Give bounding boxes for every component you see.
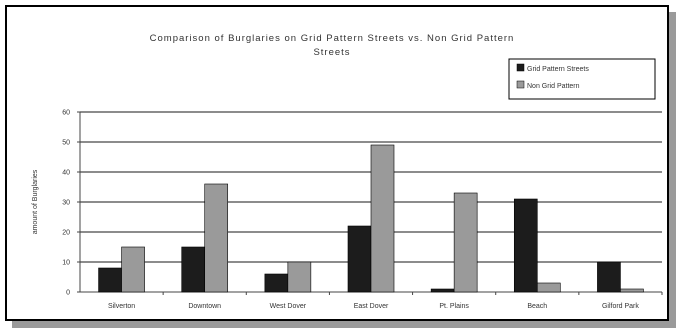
bar-non-grid-downtown bbox=[204, 183, 229, 293]
y-tick-labels: 0 10 20 30 40 50 60 bbox=[62, 110, 70, 297]
chart-title-line: Comparison of Burglaries on Grid Pattern… bbox=[150, 33, 515, 44]
y-tick-label: 30 bbox=[62, 200, 70, 207]
bar-non-grid-beach bbox=[536, 282, 561, 293]
legend-swatch bbox=[516, 63, 525, 72]
bar-non-grid-pt-plains bbox=[453, 192, 478, 293]
legend-label: Non Grid Pattern bbox=[527, 83, 580, 90]
bar-non-grid-silverton bbox=[121, 246, 145, 293]
bar-non-grid-east-dover bbox=[370, 144, 395, 293]
y-tick-label: 50 bbox=[62, 140, 70, 147]
x-tick-label: Gilford Park bbox=[602, 303, 639, 310]
x-tick-label: Silverton bbox=[108, 303, 135, 310]
x-tick-label: West Dover bbox=[270, 303, 307, 310]
x-tick-label: Pt. Plains bbox=[439, 303, 469, 310]
chart-frame: Comparison of Burglaries on Grid Pattern… bbox=[5, 5, 669, 321]
bar-non-grid-gilford-park bbox=[620, 288, 644, 293]
bar-non-grid-west-dover bbox=[287, 261, 312, 293]
bar-grid-pt-plains bbox=[430, 288, 455, 293]
legend-label: Grid Pattern Streets bbox=[527, 66, 589, 73]
bar-grid-east-dover bbox=[347, 225, 372, 293]
bar-grid-gilford-park bbox=[597, 261, 621, 293]
y-tick-label: 0 bbox=[66, 290, 70, 297]
legend-box bbox=[508, 58, 656, 100]
chart-title-line: Streets bbox=[313, 47, 350, 58]
y-tick-label: 10 bbox=[62, 260, 70, 267]
y-axis-title: amount of Burglaries bbox=[32, 169, 39, 234]
y-tick-label: 20 bbox=[62, 230, 70, 237]
x-tick-label: East Dover bbox=[354, 303, 389, 310]
y-tick-label: 60 bbox=[62, 110, 70, 117]
chart-title: Comparison of Burglaries on Grid Pattern… bbox=[150, 33, 515, 58]
bar-grid-west-dover bbox=[264, 273, 289, 293]
bars bbox=[98, 144, 644, 293]
x-tick-labels: Silverton Downtown West Dover East Dover Pt.… bbox=[108, 303, 639, 310]
x-tick-label: Beach bbox=[527, 303, 547, 310]
bar-grid-downtown bbox=[181, 246, 206, 293]
x-tick-label: Downtown bbox=[188, 303, 221, 310]
chart: Comparison of Burglaries on Grid Pattern… bbox=[32, 33, 663, 310]
legend: Grid Pattern Streets Non Grid Pattern bbox=[508, 58, 656, 100]
bar-grid-beach bbox=[513, 198, 538, 293]
y-tick-label: 40 bbox=[62, 170, 70, 177]
bar-grid-silverton bbox=[98, 267, 122, 293]
legend-swatch bbox=[516, 80, 525, 89]
